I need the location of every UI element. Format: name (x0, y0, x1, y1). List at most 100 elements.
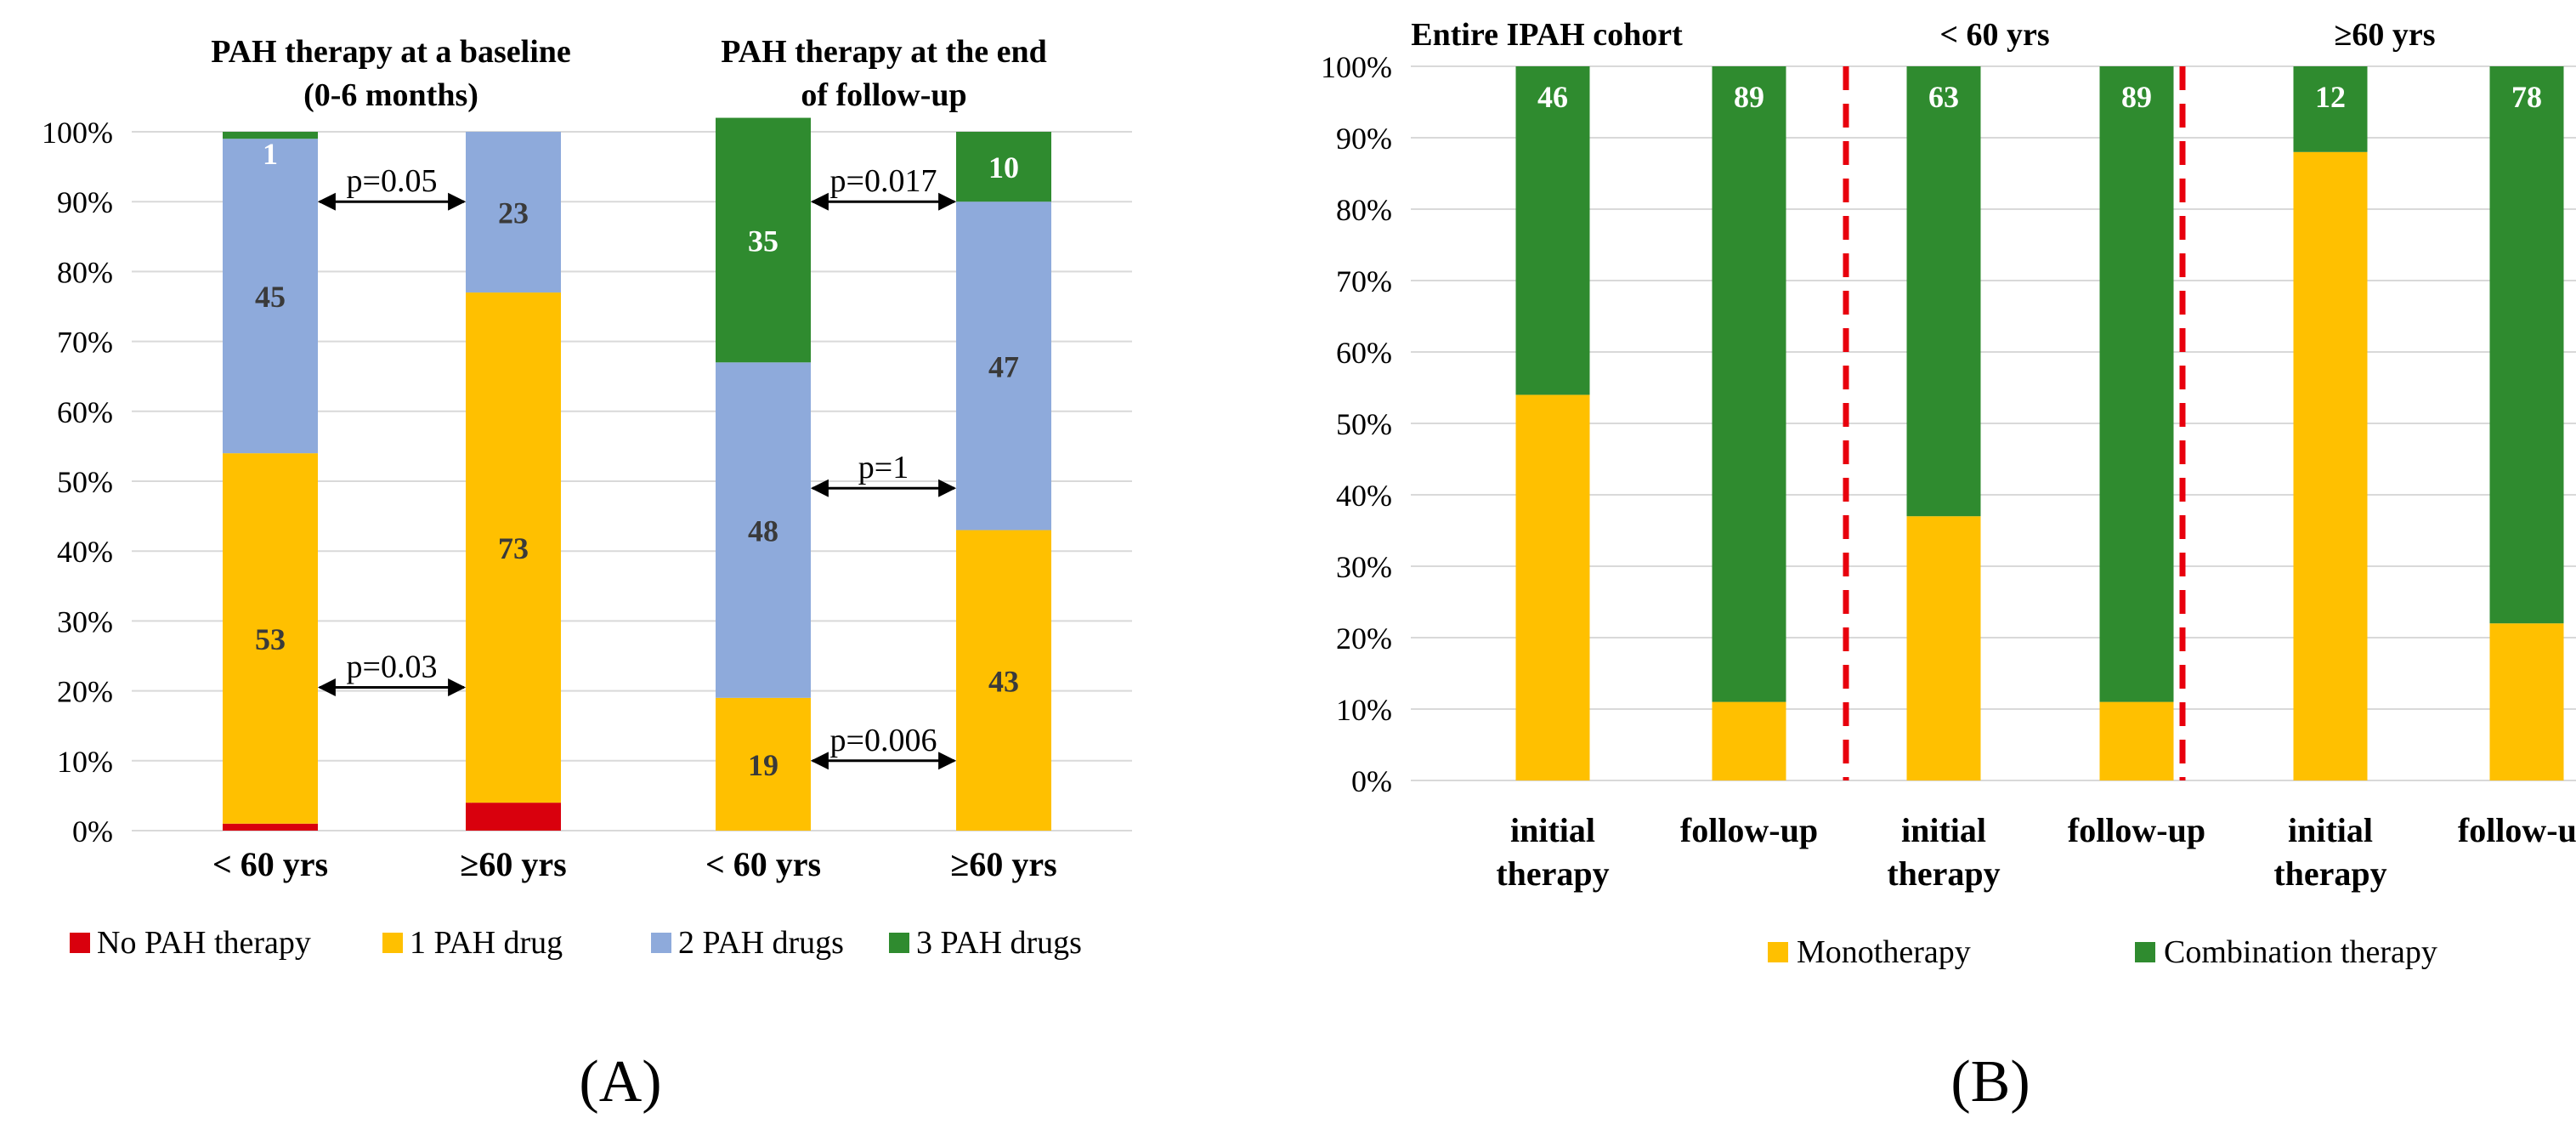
bar-segment (466, 132, 561, 293)
category-label: ≥60 yrs (460, 845, 566, 883)
data-label: 45 (255, 280, 286, 314)
data-label: 73 (498, 531, 529, 565)
bar-segment (2099, 701, 2174, 780)
category-label: < 60 yrs (705, 845, 821, 883)
data-label: 35 (748, 224, 778, 258)
y-tick-label: 10% (1336, 693, 1392, 727)
group-title: ≥60 yrs (2334, 17, 2435, 53)
data-label: 23 (498, 196, 529, 230)
data-label: 43 (988, 664, 1019, 698)
data-label: 89 (2121, 80, 2152, 114)
category-label: < 60 yrs (212, 845, 328, 883)
bar-segment (1906, 516, 1981, 780)
panel-label: (B) (1950, 1049, 2030, 1115)
bar-segment (716, 362, 811, 698)
chart-b: 0% 10% 20% 30% 40% 50% 60% 70% 80% 90% 100% Entire … (1321, 17, 2576, 1115)
p-value-label: p=0.03 (347, 649, 438, 684)
bar-segment (956, 201, 1051, 531)
y-tick-label: 90% (57, 185, 113, 219)
legend-label: 1 PAH drug (410, 925, 563, 961)
y-tick-label: 50% (1336, 407, 1392, 441)
bar-segment (2489, 623, 2564, 780)
bar-segment (466, 803, 561, 831)
bar-segment (2293, 151, 2368, 781)
bar-segment (223, 453, 318, 824)
category-label: ≥60 yrs (950, 845, 1056, 883)
y-tick-label: 90% (1336, 122, 1392, 156)
y-tick-label: 40% (1336, 479, 1392, 513)
bar-segment (956, 530, 1051, 831)
bar-segment (223, 132, 318, 139)
data-label: 46 (1537, 80, 1568, 114)
y-tick-label: 30% (57, 604, 113, 638)
legend-swatch (70, 933, 90, 953)
bar-segment (2293, 66, 2368, 152)
bar-segment (716, 697, 811, 831)
legend-label: 3 PAH drugs (916, 925, 1082, 961)
data-label: 10 (988, 150, 1019, 184)
y-tick-label: 0% (72, 814, 113, 848)
category-label: therapy (1496, 854, 1609, 893)
bar-segment (466, 292, 561, 803)
group-title: Entire IPAH cohort (1411, 17, 1683, 53)
bar-segment (1515, 394, 1590, 780)
p-value-label: p=1 (858, 450, 909, 485)
y-tick-label: 100% (1321, 50, 1392, 84)
y-tick-label: 70% (1336, 264, 1392, 298)
data-label: 63 (1928, 80, 1959, 114)
legend-label: 2 PAH drugs (678, 925, 844, 961)
legend-swatch (382, 933, 403, 953)
y-tick-label: 20% (1336, 621, 1392, 655)
chart-title-line: of follow-up (801, 77, 966, 113)
y-tick-label: 60% (1336, 336, 1392, 370)
y-tick-label: 40% (57, 535, 113, 569)
chart-title-line: PAH therapy at the end (721, 34, 1047, 70)
y-tick-label: 70% (57, 326, 113, 360)
bar-segment (2099, 66, 2174, 702)
y-tick-label: 20% (57, 675, 113, 709)
category-label: initial (1510, 811, 1595, 849)
y-tick-label: 80% (57, 255, 113, 289)
bar-segment (1906, 66, 1981, 517)
legend-label: Combination therapy (2164, 934, 2437, 970)
category-label: initial (2288, 811, 2373, 849)
bar-segment (956, 132, 1051, 202)
bar-segment (1712, 701, 1786, 780)
legend-swatch (889, 933, 909, 953)
category-label: follow-up (2458, 811, 2576, 849)
bar-segment (223, 139, 318, 454)
data-label: 1 (263, 137, 278, 171)
chart-title-line: (0-6 months) (303, 77, 478, 113)
legend-swatch (2135, 942, 2155, 962)
p-value-label: p=0.006 (830, 723, 937, 758)
bar-segment (1712, 66, 1786, 702)
data-label: 19 (748, 748, 778, 782)
p-value-label: p=0.05 (347, 163, 438, 199)
legend-swatch (651, 933, 671, 953)
data-label: 53 (255, 622, 286, 656)
category-label: therapy (1887, 854, 2000, 893)
data-label: 48 (748, 514, 778, 548)
p-value-label: p=0.017 (830, 163, 937, 199)
bar-segment (2489, 66, 2564, 624)
bar-segment (223, 823, 318, 831)
y-tick-label: 100% (42, 116, 113, 150)
category-label: follow-up (1680, 811, 1818, 849)
bar-segment (1515, 66, 1590, 395)
legend-label: Monotherapy (1797, 934, 1971, 970)
panel-label: (A) (579, 1049, 661, 1115)
legend-label: No PAH therapy (97, 925, 311, 961)
y-tick-label: 50% (57, 465, 113, 499)
category-label: follow-up (2068, 811, 2205, 849)
data-label: 89 (1734, 80, 1764, 114)
legend-swatch (1768, 942, 1788, 962)
y-tick-label: 80% (1336, 193, 1392, 227)
data-label: 78 (2511, 80, 2542, 114)
category-label: initial (1901, 811, 1986, 849)
y-tick-label: 10% (57, 745, 113, 779)
bar-segment (716, 117, 811, 363)
group-title: < 60 yrs (1939, 17, 2049, 53)
data-label: 47 (988, 349, 1019, 383)
y-tick-label: 60% (57, 395, 113, 429)
chart-a: 0% 10% 20% 30% 40% 50% 60% 70% 80% 90% 100% PAH the… (42, 34, 1132, 1115)
